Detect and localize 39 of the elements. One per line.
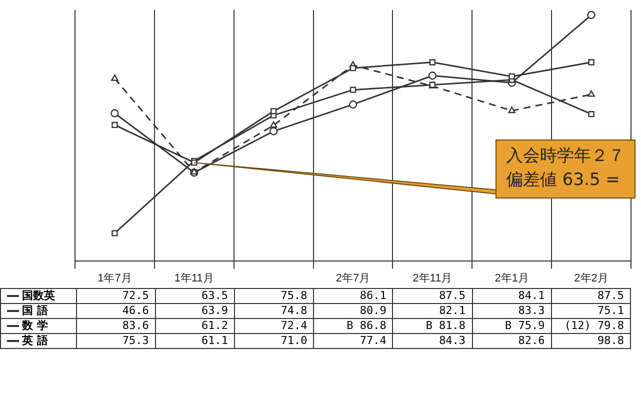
data-label: 71.0 bbox=[234, 334, 314, 348]
data-label: B 75.9 bbox=[472, 318, 552, 334]
data-label: 82.1 bbox=[392, 304, 472, 318]
data-label: 75.8 bbox=[234, 288, 314, 304]
data-label: 72.4 bbox=[234, 318, 314, 334]
data-label: 84.3 bbox=[392, 334, 472, 348]
data-label: 46.6 bbox=[76, 304, 156, 318]
data-label: 72.5 bbox=[76, 288, 156, 304]
data-label: 87.5 bbox=[551, 288, 630, 304]
data-label: 87.5 bbox=[392, 288, 472, 304]
legend-label: 英 語 bbox=[22, 334, 48, 347]
x-tick-label: 1年7月 bbox=[98, 272, 132, 284]
data-label: 74.8 bbox=[234, 304, 314, 318]
data-label: B 81.8 bbox=[392, 318, 472, 334]
data-label: 61.2 bbox=[155, 318, 235, 334]
x-tick-label: 1年11月 bbox=[174, 272, 214, 284]
data-label: 77.4 bbox=[314, 334, 393, 348]
data-label: B 86.8 bbox=[314, 318, 393, 334]
data-label: 80.9 bbox=[314, 304, 393, 318]
legend-label: 数 学 bbox=[22, 319, 48, 332]
data-label: 82.6 bbox=[472, 334, 552, 348]
data-label: 63.5 bbox=[155, 288, 235, 304]
legend-label: 国 語 bbox=[22, 304, 48, 317]
annotation: 入会時学年２７偏差値 63.5 = bbox=[506, 146, 625, 190]
data-label: (12) 79.8 bbox=[551, 318, 630, 334]
legend-label: 国数英 bbox=[22, 289, 55, 302]
data-label: 61.1 bbox=[155, 334, 235, 348]
x-tick-label: 2年2月 bbox=[574, 272, 608, 284]
data-label: 86.1 bbox=[314, 288, 393, 304]
data-label: 84.1 bbox=[472, 288, 552, 304]
data-label: 98.8 bbox=[551, 334, 630, 348]
x-tick-label: 2年11月 bbox=[412, 272, 452, 284]
data-label: 75.3 bbox=[76, 334, 156, 348]
data-label: 83.3 bbox=[472, 304, 552, 318]
x-tick-label: 2年7月 bbox=[336, 272, 370, 284]
data-label: 83.6 bbox=[76, 318, 156, 334]
data-label: 75.1 bbox=[551, 304, 630, 318]
x-tick-label: 2年1月 bbox=[494, 272, 529, 284]
data-label: 63.9 bbox=[155, 304, 235, 318]
